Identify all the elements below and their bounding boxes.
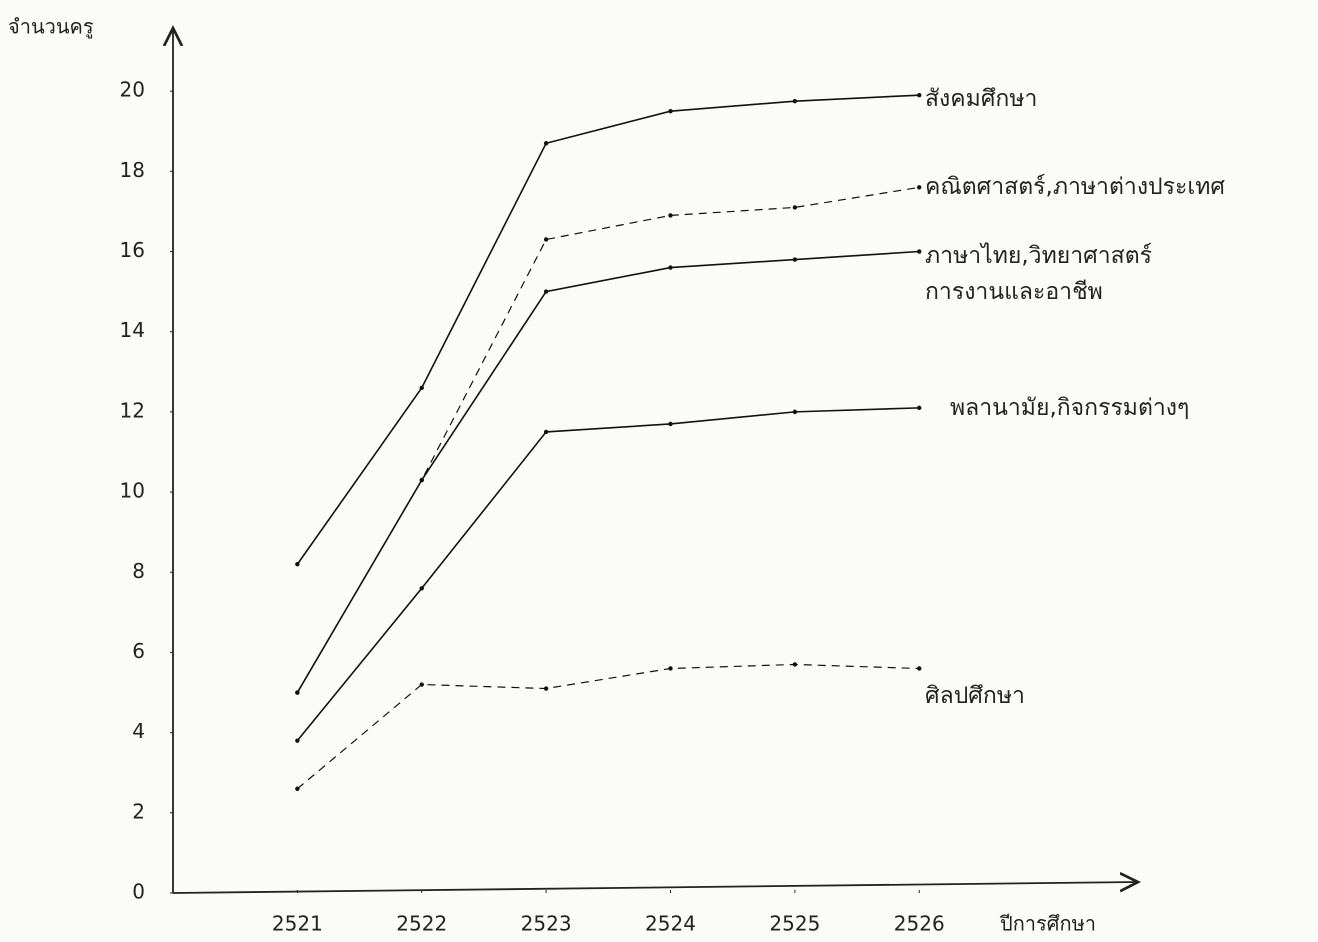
y-axis-label: จำนวนครู (8, 15, 94, 40)
point (792, 257, 798, 262)
x-tick-label: 2525 (769, 912, 820, 936)
series-label: พลานามัย,กิจกรรมต่างๆ (950, 394, 1190, 421)
point (295, 562, 300, 567)
series-label: สังคมศึกษา (925, 86, 1038, 113)
series-line (296, 186, 920, 693)
x-axis (172, 882, 1138, 894)
point (668, 108, 673, 114)
point (792, 409, 798, 415)
point (668, 666, 673, 671)
point (917, 92, 922, 98)
point (917, 185, 922, 190)
series-label: ภาษาไทย,วิทยาศาสตร์ การงานและอาชีพ (925, 242, 1152, 305)
point (792, 98, 798, 104)
y-tick-label: 18 (120, 158, 145, 182)
series-label: ศิลปศึกษา (925, 683, 1025, 710)
point (295, 738, 300, 743)
point (419, 682, 424, 687)
x-tick-label: 2524 (645, 912, 696, 936)
y-tick-label: 16 (120, 238, 145, 262)
y-tick-label: 0 (132, 880, 145, 904)
point (543, 289, 549, 294)
y-tick-label: 10 (120, 479, 145, 503)
point (792, 662, 798, 667)
point (543, 429, 549, 435)
series-line (296, 407, 920, 742)
point (917, 405, 922, 411)
x-tick-label: 2521 (272, 912, 323, 936)
point (543, 237, 549, 242)
series-line (296, 94, 920, 565)
y-tick-label: 20 (120, 78, 145, 102)
point (295, 690, 300, 695)
y-tick-label: 14 (120, 318, 145, 342)
point (917, 666, 922, 671)
y-tick-label: 12 (120, 398, 145, 422)
x-tick-label: 2522 (396, 912, 447, 936)
point (419, 477, 424, 483)
y-tick-label: 4 (132, 719, 145, 743)
x-tick-label: 2523 (521, 912, 572, 936)
point (419, 586, 424, 591)
series-line (296, 663, 920, 790)
y-tick-label: 2 (132, 799, 145, 823)
point (295, 786, 300, 791)
point (419, 385, 424, 391)
point (543, 141, 549, 146)
point (668, 213, 673, 218)
y-tick-label: 8 (132, 559, 145, 583)
point (543, 686, 549, 691)
x-tick-label: 2526 (894, 912, 945, 936)
point (668, 421, 673, 427)
x-axis-label: ปีการศึกษา (1000, 912, 1096, 936)
point (917, 249, 922, 254)
y-tick-label: 6 (132, 639, 145, 663)
point (792, 205, 798, 210)
point (668, 265, 673, 270)
series-line (296, 250, 920, 693)
series-label: คณิตศาสตร์,ภาษาต่างประเทศ (925, 174, 1225, 201)
